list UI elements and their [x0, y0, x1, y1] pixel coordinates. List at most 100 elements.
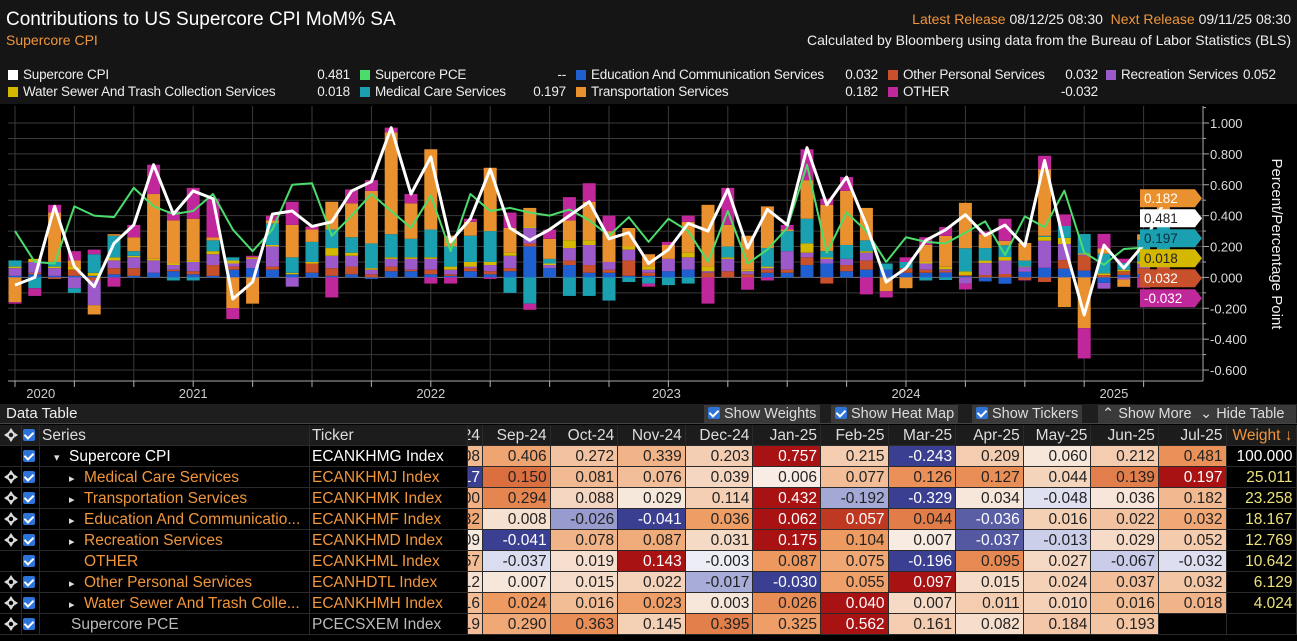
- series-name-medical-care-services[interactable]: ▸ Medical Care Services: [40, 467, 310, 488]
- series-name-other[interactable]: OTHER: [40, 551, 310, 572]
- month-column-header[interactable]: Feb-25: [820, 425, 889, 446]
- series-name-water-sewer-and-trash-colle[interactable]: ▸ Water Sewer And Trash Colle...: [40, 593, 310, 614]
- crosshair-icon[interactable]: [0, 614, 22, 635]
- show-more-button[interactable]: ⌃ Show More: [1098, 405, 1196, 423]
- weight-cell: [1226, 614, 1297, 635]
- bar-segment-other: [28, 288, 42, 296]
- bar-segment-other: [166, 211, 180, 221]
- ticker-water-sewer-and-trash-colle[interactable]: ECANKHMH Index: [310, 593, 468, 614]
- bar-segment-education-and-communication-services: [1097, 277, 1111, 283]
- bar-segment-water-sewer-and-trash-collection-services: [345, 252, 359, 256]
- ticker-medical-care-services[interactable]: ECANKHMJ Index: [310, 467, 468, 488]
- series-name-recreation-services[interactable]: ▸ Recreation Services: [40, 530, 310, 551]
- row-checkbox-medical-care-services[interactable]: [22, 467, 40, 488]
- month-column-header[interactable]: Jul-25: [1158, 425, 1227, 446]
- ticker-supercore-cpi[interactable]: ECANKHMG Index: [310, 446, 468, 467]
- row-checkbox-other[interactable]: [22, 551, 40, 572]
- legend-item-transportation-services[interactable]: Transportation Services: [576, 84, 729, 100]
- hide-table-button[interactable]: ⌄ Hide Table: [1196, 405, 1296, 423]
- crosshair-icon[interactable]: [0, 488, 22, 509]
- bar-segment-other: [681, 215, 695, 222]
- series-name-supercore-cpi[interactable]: ▾ Supercore CPI: [40, 446, 310, 467]
- series-column-header[interactable]: Series: [40, 425, 310, 446]
- crosshair-icon[interactable]: [0, 467, 22, 488]
- legend-item-other[interactable]: OTHER: [888, 84, 949, 100]
- series-name-education-and-communicatio[interactable]: ▸ Education And Communicatio...: [40, 509, 310, 530]
- month-column-header[interactable]: Jun-25: [1091, 425, 1159, 446]
- ticker-other[interactable]: ECANKHML Index: [310, 551, 468, 572]
- show-tickers-toggle[interactable]: Show Tickers: [972, 405, 1083, 423]
- bar-segment-transportation-services: [265, 220, 279, 224]
- expand-triangle-icon[interactable]: ▸: [69, 515, 75, 527]
- month-column-header[interactable]: Jan-25: [753, 425, 821, 446]
- month-column-header[interactable]: Mar-25: [888, 425, 957, 446]
- bar-segment-education-and-communication-services: [622, 275, 636, 278]
- bar-segment-education-and-communication-services: [602, 272, 616, 278]
- row-checkbox-supercore-cpi[interactable]: [22, 446, 40, 467]
- expand-triangle-icon[interactable]: ▸: [69, 473, 75, 485]
- legend-item-supercore-pce[interactable]: Supercore PCE: [360, 67, 466, 83]
- row-checkbox-other-personal-services[interactable]: [22, 572, 40, 593]
- legend-item-water-sewer-and-trash-collection-services[interactable]: Water Sewer And Trash Collection Service…: [8, 84, 276, 100]
- expand-triangle-icon[interactable]: ▸: [69, 599, 75, 611]
- month-column-header[interactable]: Aug-24: [468, 425, 483, 446]
- bar-segment-recreation-services: [364, 269, 378, 275]
- bar-segment-other-personal-services: [642, 272, 656, 276]
- month-column-header[interactable]: May-25: [1023, 425, 1092, 446]
- bar-segment-other: [701, 277, 715, 304]
- bar-segment-other-personal-services: [958, 275, 972, 277]
- bar-segment-recreation-services: [1018, 267, 1032, 272]
- expand-triangle-icon[interactable]: ▸: [69, 536, 75, 548]
- bar-segment-medical-care-services: [879, 263, 893, 270]
- row-checkbox-transportation-services[interactable]: [22, 488, 40, 509]
- ticker-recreation-services[interactable]: ECANKHMD Index: [310, 530, 468, 551]
- legend-item-supercore-cpi[interactable]: Supercore CPI: [8, 67, 109, 83]
- legend-item-recreation-services[interactable]: Recreation Services 0.052: [1106, 67, 1276, 83]
- crosshair-icon[interactable]: [0, 530, 22, 551]
- legend-item-education-and-communication-services[interactable]: Education And Communication Services: [576, 67, 824, 83]
- month-column-header[interactable]: Nov-24: [618, 425, 686, 446]
- ticker-supercore-pce[interactable]: PCECSXEM Index: [310, 614, 468, 635]
- ticker-transportation-services[interactable]: ECANKHMK Index: [310, 488, 468, 509]
- ticker-column-header[interactable]: Ticker: [310, 425, 468, 446]
- series-name-other-personal-services[interactable]: ▸ Other Personal Services: [40, 572, 310, 593]
- row-checkbox-water-sewer-and-trash-colle[interactable]: [22, 593, 40, 614]
- bar-segment-other: [305, 226, 319, 230]
- month-column-header[interactable]: Sep-24: [483, 425, 551, 446]
- show-heat-map-toggle[interactable]: Show Heat Map: [831, 405, 959, 423]
- row-checkbox-education-and-communicatio[interactable]: [22, 509, 40, 530]
- crosshair-icon[interactable]: [0, 593, 22, 614]
- crosshair-icon[interactable]: [0, 509, 22, 530]
- expand-triangle-icon[interactable]: ▸: [69, 494, 75, 506]
- bar-segment-water-sewer-and-trash-collection-services: [206, 251, 220, 255]
- series-name-supercore-pce[interactable]: Supercore PCE: [40, 614, 310, 635]
- bar-segment-other-personal-services: [741, 274, 755, 278]
- value-cell: -0.030: [753, 572, 821, 593]
- flag-shape: [1140, 249, 1202, 268]
- row-checkbox-recreation-services[interactable]: [22, 530, 40, 551]
- flag-value: -0.032: [1144, 291, 1182, 306]
- bar-segment-transportation-services: [107, 234, 121, 236]
- value-cell: -0.243: [888, 446, 957, 467]
- month-column-header[interactable]: Dec-24: [685, 425, 754, 446]
- bar-segment-other: [285, 201, 299, 225]
- collapse-triangle-icon[interactable]: ▾: [54, 452, 60, 464]
- bar-segment-other-personal-services: [701, 272, 715, 278]
- legend-item-medical-care-services[interactable]: Medical Care Services: [360, 84, 506, 100]
- bar-segment-recreation-services: [424, 258, 438, 270]
- select-all-checkbox[interactable]: [22, 425, 40, 446]
- legend-item-other-personal-services[interactable]: Other Personal Services: [888, 67, 1045, 83]
- series-name-transportation-services[interactable]: ▸ Transportation Services: [40, 488, 310, 509]
- crosshair-icon[interactable]: [0, 572, 22, 593]
- month-column-header[interactable]: Oct-24: [550, 425, 619, 446]
- row-checkbox-supercore-pce[interactable]: [22, 614, 40, 635]
- ticker-other-personal-services[interactable]: ECANHDTL Index: [310, 572, 468, 593]
- bar-segment-recreation-services: [859, 252, 873, 261]
- ticker-education-and-communicatio[interactable]: ECANKHMF Index: [310, 509, 468, 530]
- crosshair-header-icon[interactable]: [0, 425, 22, 446]
- expand-triangle-icon[interactable]: ▸: [69, 578, 75, 590]
- weight-column-header[interactable]: Weight ↓: [1226, 425, 1297, 446]
- bar-segment-education-and-communication-services: [67, 275, 81, 278]
- show-weights-toggle[interactable]: Show Weights: [704, 405, 821, 423]
- month-column-header[interactable]: Apr-25: [956, 425, 1024, 446]
